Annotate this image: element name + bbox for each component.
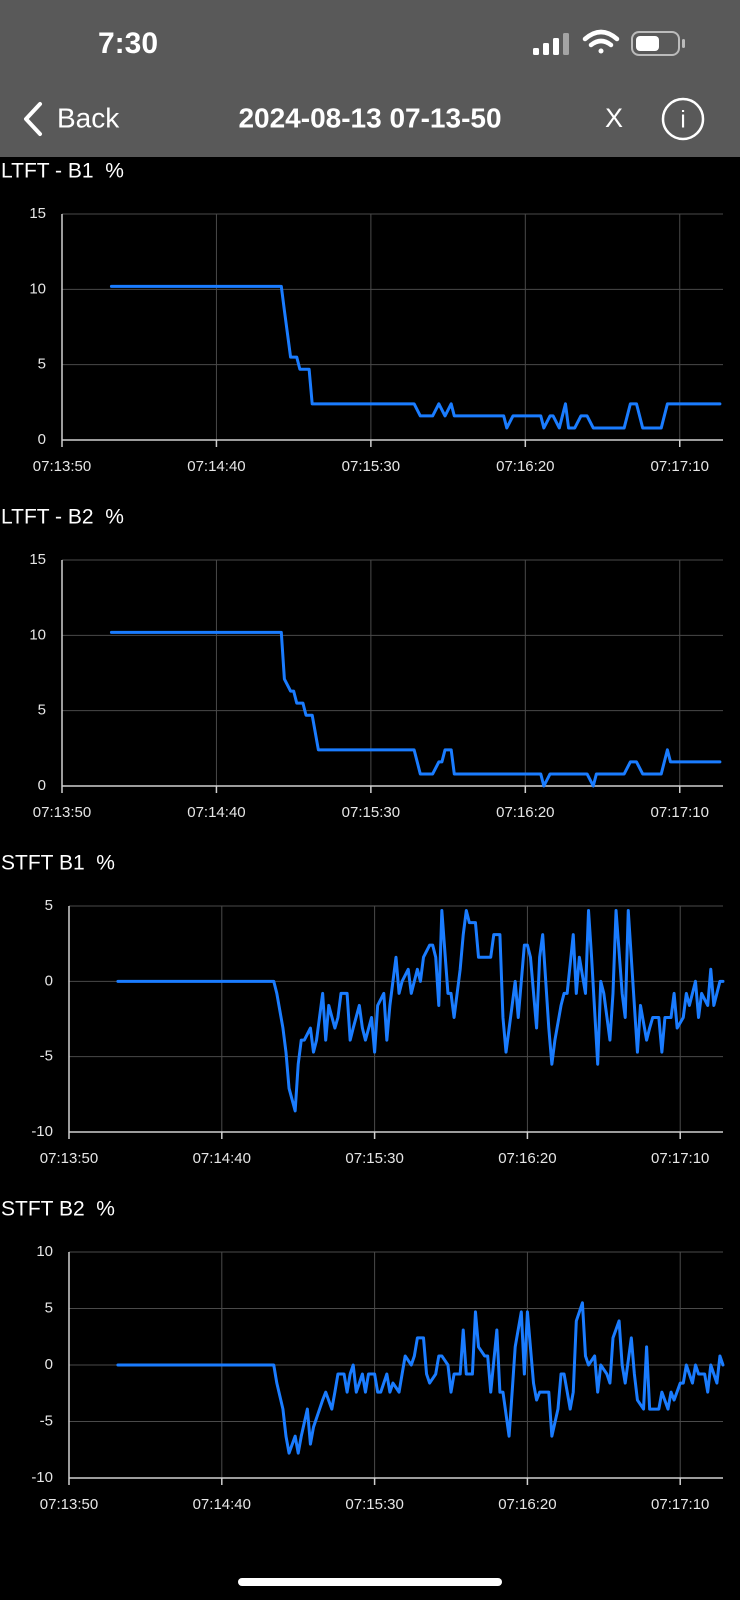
info-button[interactable]: i [661, 97, 705, 141]
x-tick-label: 07:14:40 [193, 1150, 251, 1167]
y-tick-label: 5 [45, 1299, 53, 1316]
y-tick-label: 10 [29, 626, 46, 643]
chart-title: STFT B1 % [1, 852, 115, 875]
y-tick-label: 0 [38, 431, 46, 448]
x-tick-label: 07:13:50 [33, 458, 91, 475]
x-tick-label: 07:17:10 [651, 1150, 709, 1167]
y-tick-label: -10 [31, 1123, 53, 1140]
chart: LTFT - B1 % 0 5 10 15 07:13:50 07:14:40 07:15:3… [1, 160, 723, 475]
x-tick-label: 07:15:30 [342, 458, 400, 475]
y-tick-label: 0 [45, 972, 53, 989]
chart: STFT B1 % -10 -5 0 5 07:13:50 07:14:40 07:15:30… [1, 852, 725, 1167]
signal-icon [533, 33, 569, 55]
y-tick-label: 10 [29, 280, 46, 297]
chart-title: STFT B2 % [1, 1198, 115, 1221]
y-tick-label: 5 [38, 356, 46, 373]
info-label[interactable]: i [680, 106, 685, 133]
y-tick-label: 0 [45, 1356, 53, 1373]
data-line [109, 284, 722, 430]
close-button[interactable]: X [605, 103, 623, 133]
battery-icon [631, 31, 685, 56]
x-tick-label: 07:13:50 [33, 804, 91, 821]
x-tick-label: 07:17:10 [651, 804, 709, 821]
nav-title: 2024-08-13 07-13-50 [238, 102, 501, 133]
chart-title: LTFT - B2 % [1, 506, 124, 529]
y-tick-label: -5 [40, 1412, 53, 1429]
data-line [116, 1301, 725, 1455]
y-tick-label: -5 [40, 1048, 53, 1065]
home-indicator [238, 1578, 502, 1586]
data-line [109, 630, 722, 788]
wifi-icon [582, 29, 620, 54]
chart: STFT B2 % -10 -5 0 5 10 07:13:50 07:14:40 07:15:… [1, 1198, 725, 1513]
chart: LTFT - B2 % 0 5 10 15 07:13:50 07:14:40 07:15:3… [1, 506, 723, 821]
y-tick-label: -10 [31, 1469, 53, 1486]
x-tick-label: 07:17:10 [651, 1496, 709, 1513]
x-tick-label: 07:16:20 [498, 1496, 556, 1513]
y-tick-label: 15 [29, 205, 46, 222]
data-line [116, 909, 725, 1113]
x-tick-label: 07:14:40 [187, 458, 245, 475]
x-tick-label: 07:14:40 [193, 1496, 251, 1513]
x-tick-label: 07:16:20 [496, 804, 554, 821]
x-tick-label: 07:17:10 [651, 458, 709, 475]
y-tick-label: 0 [38, 777, 46, 794]
y-tick-label: 15 [29, 551, 46, 568]
x-tick-label: 07:15:30 [345, 1150, 403, 1167]
y-tick-label: 10 [36, 1243, 53, 1260]
x-tick-label: 07:16:20 [496, 458, 554, 475]
status-time: 7:30 [98, 27, 158, 60]
y-tick-label: 5 [38, 702, 46, 719]
chart-title: LTFT - B1 % [1, 160, 124, 183]
back-label[interactable]: Back [57, 102, 120, 133]
x-tick-label: 07:14:40 [187, 804, 245, 821]
x-tick-label: 07:13:50 [40, 1150, 98, 1167]
y-tick-label: 5 [45, 897, 53, 914]
x-tick-label: 07:16:20 [498, 1150, 556, 1167]
x-tick-label: 07:15:30 [342, 804, 400, 821]
back-chevron [24, 102, 42, 136]
x-tick-label: 07:13:50 [40, 1496, 98, 1513]
back-button[interactable]: Back [24, 102, 120, 136]
x-tick-label: 07:15:30 [345, 1496, 403, 1513]
info-circle [661, 97, 705, 141]
header-bar [0, 0, 740, 157]
